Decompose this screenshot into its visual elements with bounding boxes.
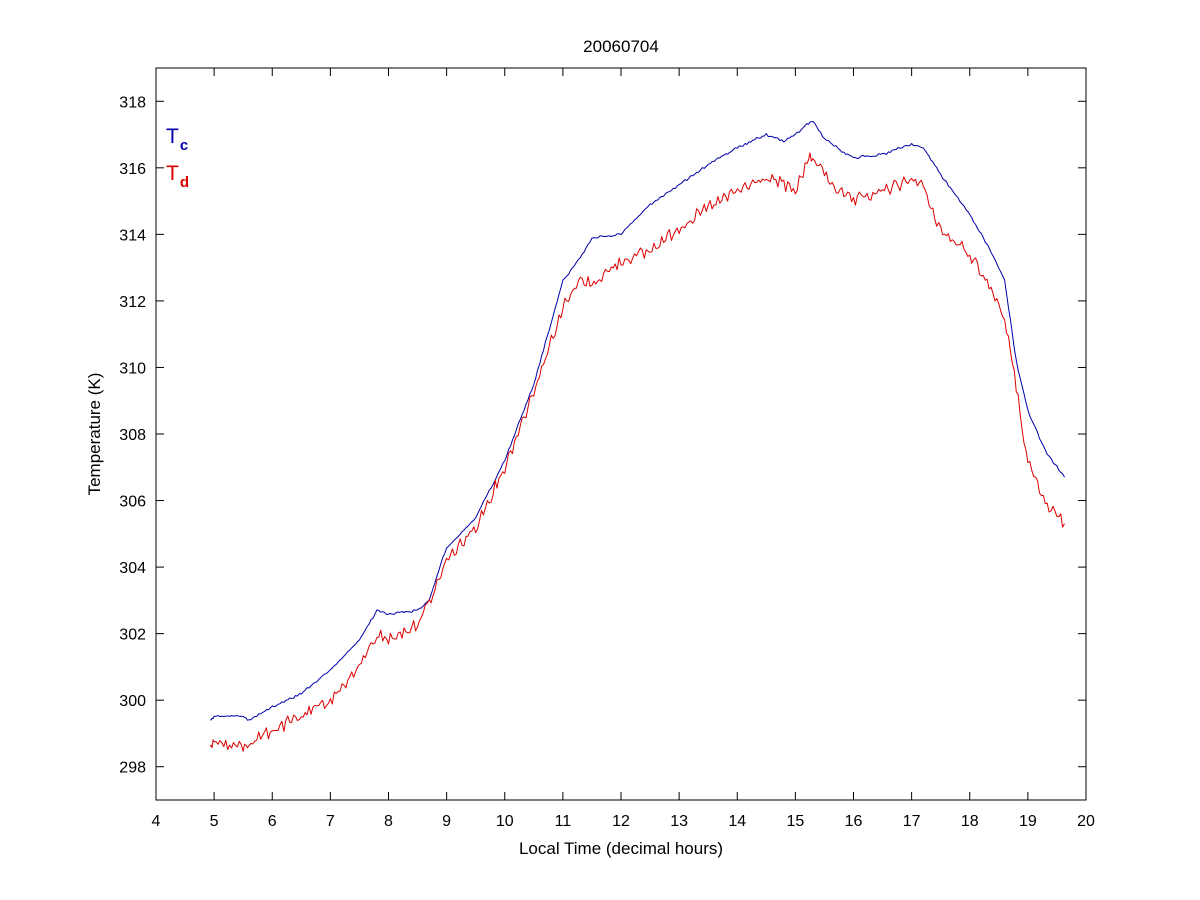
chart-title: 20060704 [583, 37, 659, 56]
x-tick-label: 15 [786, 813, 804, 830]
y-tick-label: 310 [119, 360, 146, 377]
x-axis-label: Local Time (decimal hours) [519, 839, 723, 858]
x-tick-label: 7 [326, 813, 335, 830]
series-line-d [209, 152, 1065, 752]
y-tick-label: 308 [119, 427, 146, 444]
legend-entry-tc: Tc [166, 125, 188, 154]
y-tick-label: 304 [119, 560, 146, 577]
x-tick-label: 13 [670, 813, 688, 830]
x-tick-label: 11 [555, 813, 572, 830]
y-axis-ticks: 298 300 302 304 306 308 310 312 314 316 318 [119, 94, 1086, 777]
x-tick-label: 17 [903, 813, 921, 830]
x-tick-label: 6 [268, 813, 277, 830]
plot-area [156, 68, 1086, 800]
x-axis-ticks: 4 5 6 7 8 9 10 11 12 13 14 15 16 17 18 19 20 [152, 68, 1095, 830]
legend: Tc Td [166, 125, 189, 191]
y-tick-label: 314 [119, 227, 146, 244]
y-tick-label: 318 [119, 94, 146, 111]
x-tick-label: 16 [845, 813, 863, 830]
x-tick-label: 5 [210, 813, 219, 830]
y-axis-label: Temperature (K) [85, 373, 104, 496]
x-tick-label: 10 [496, 813, 514, 830]
series-layer [209, 120, 1065, 752]
y-tick-label: 312 [119, 294, 146, 311]
x-tick-label: 12 [612, 813, 630, 830]
y-tick-label: 306 [119, 494, 146, 511]
series-line-c [209, 120, 1065, 721]
y-tick-label: 298 [119, 760, 146, 777]
x-tick-label: 19 [1019, 813, 1037, 830]
x-tick-label: 20 [1077, 813, 1095, 830]
x-tick-label: 4 [152, 813, 161, 830]
y-tick-label: 302 [119, 627, 146, 644]
x-tick-label: 14 [728, 813, 746, 830]
x-tick-label: 8 [384, 813, 393, 830]
y-tick-label: 300 [119, 693, 146, 710]
legend-entry-td: Td [166, 162, 189, 191]
x-tick-label: 18 [961, 813, 979, 830]
x-tick-label: 9 [442, 813, 451, 830]
y-tick-label: 316 [119, 161, 146, 178]
